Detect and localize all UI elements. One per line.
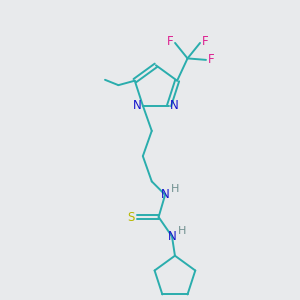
Text: F: F: [202, 35, 208, 48]
Text: N: N: [133, 99, 142, 112]
Text: F: F: [208, 53, 214, 66]
Text: N: N: [161, 188, 170, 201]
Text: H: H: [171, 184, 180, 194]
Text: F: F: [167, 35, 173, 48]
Text: S: S: [127, 211, 134, 224]
Text: N: N: [168, 230, 176, 243]
Text: N: N: [170, 99, 179, 112]
Text: H: H: [178, 226, 187, 236]
